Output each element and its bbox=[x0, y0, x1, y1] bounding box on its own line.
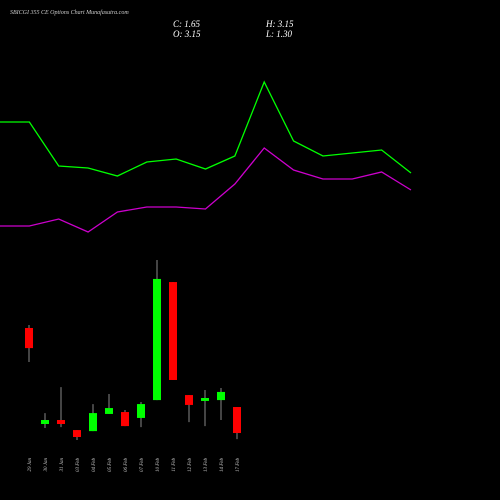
candle-body bbox=[153, 278, 161, 401]
x-tick-label: 30 Jan bbox=[44, 458, 49, 472]
x-tick-label: 05 Feb bbox=[108, 458, 113, 473]
line-series bbox=[0, 147, 412, 233]
ohlc-high: H: 3.15 bbox=[265, 19, 294, 29]
x-tick-label: 07 Feb bbox=[140, 458, 145, 473]
candle-body bbox=[169, 282, 177, 380]
x-tick-label: 03 Feb bbox=[76, 458, 81, 473]
ohlc-open: O: 3.15 bbox=[173, 29, 201, 39]
ohlc-low: L: 1.30 bbox=[265, 29, 293, 39]
candle-body bbox=[41, 420, 49, 425]
ohlc-close: C: 1.65 bbox=[173, 19, 201, 29]
x-tick-label: 10 Feb bbox=[156, 458, 161, 473]
x-tick-label: 13 Feb bbox=[204, 458, 209, 473]
candle-body bbox=[137, 404, 145, 418]
x-tick-label: 14 Feb bbox=[220, 458, 225, 473]
x-tick-label: 29 Jan bbox=[28, 458, 33, 472]
candle-body bbox=[233, 407, 241, 434]
candle-body bbox=[217, 391, 225, 401]
x-tick-label: 11 Feb bbox=[172, 458, 177, 472]
x-tick-label: 06 Feb bbox=[124, 458, 129, 473]
x-tick-label: 17 Feb bbox=[236, 458, 241, 473]
candle-body bbox=[201, 398, 209, 401]
candle-body bbox=[105, 408, 113, 414]
candle-body bbox=[185, 395, 193, 405]
x-tick-label: 04 Feb bbox=[92, 458, 97, 473]
candle-body bbox=[73, 430, 81, 438]
candle-body bbox=[57, 420, 65, 425]
candle-body bbox=[121, 412, 129, 427]
candle-body bbox=[89, 413, 97, 432]
line-series bbox=[0, 80, 412, 177]
chart-title: SBICGI 355 CE Options Chart Munafasutra.… bbox=[10, 9, 129, 16]
x-tick-label: 31 Jan bbox=[60, 458, 65, 472]
candle-body bbox=[25, 327, 33, 349]
x-tick-label: 12 Feb bbox=[188, 458, 193, 473]
